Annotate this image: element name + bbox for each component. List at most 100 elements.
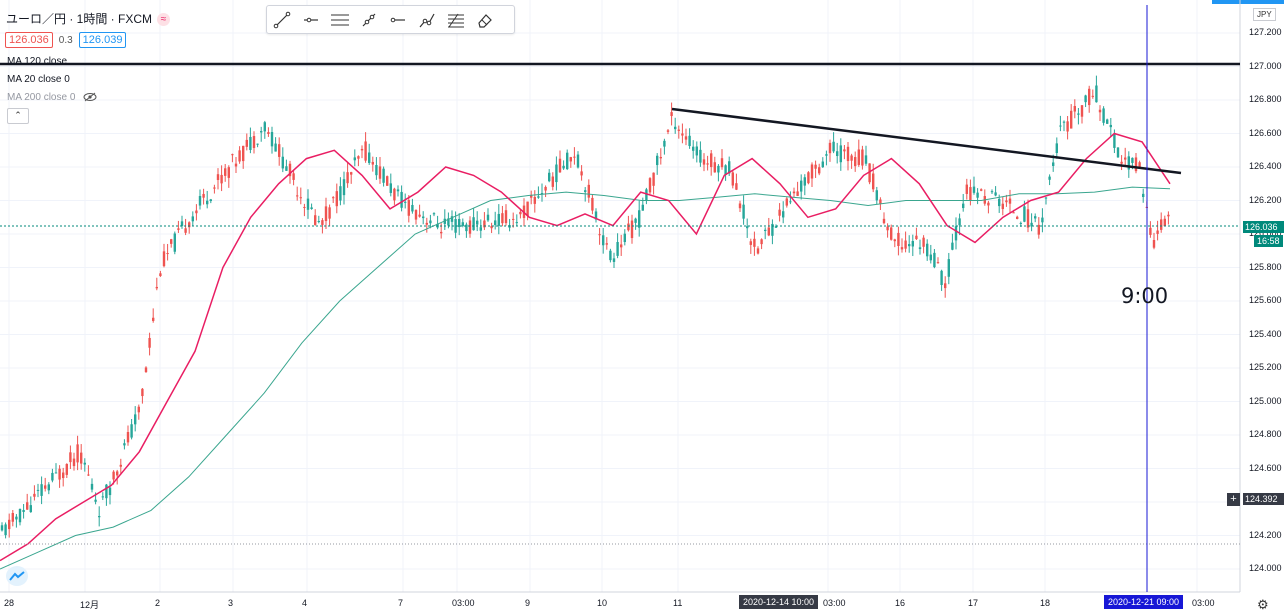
candle-body [569, 157, 572, 162]
candle-body [1023, 206, 1026, 222]
parallel-channel-icon[interactable] [325, 6, 354, 33]
candle-body [864, 155, 868, 164]
candle-body [544, 186, 547, 191]
time-tick-label: 17 [968, 598, 979, 608]
candle-body [576, 154, 580, 168]
candle-body [994, 192, 997, 196]
bid-price[interactable]: 126.036 [5, 32, 53, 48]
candle-body [83, 462, 86, 465]
candle-body [497, 213, 500, 226]
candle-body [216, 174, 220, 181]
candle-body [850, 155, 853, 161]
price-tick-label: 124.200 [1249, 529, 1282, 540]
candle-body [281, 156, 284, 169]
time-tick-label: 03:00 [823, 598, 846, 608]
candle-body [879, 199, 882, 204]
current-price-label: 126.036 [1243, 221, 1284, 233]
candle-body [882, 218, 886, 224]
candle-body [18, 508, 22, 523]
candle-body [897, 232, 900, 246]
candle-body [1030, 222, 1033, 227]
candle-body [324, 206, 328, 222]
candle-body [137, 406, 140, 413]
candle-body [1091, 95, 1094, 97]
symbol-title[interactable]: ユーロ／円 · 1時間 · FXCM ≈ [6, 10, 170, 27]
candle-body [360, 148, 364, 151]
candle-body [494, 220, 497, 226]
candle-body [710, 153, 713, 168]
currency-label[interactable]: JPY [1253, 8, 1276, 21]
indicator-ma200-label: MA 200 close 0 [7, 92, 76, 103]
candle-body [447, 218, 450, 226]
candle-body [1106, 119, 1109, 124]
candle-body [785, 198, 788, 206]
candle-body [62, 472, 65, 479]
candle-body [749, 241, 752, 245]
candle-body [278, 144, 281, 157]
candle-body [58, 468, 61, 480]
candle-body [501, 213, 504, 224]
candle-body [152, 317, 155, 321]
candle-body [699, 149, 702, 163]
price-tick-label: 126.000 [1249, 228, 1282, 238]
price-tick-label: 126.600 [1249, 127, 1282, 138]
candle-body [706, 163, 709, 165]
collapse-legend-button[interactable]: ⌃ [7, 108, 29, 124]
candle-body [72, 458, 76, 467]
candle-body [900, 247, 904, 250]
candle-body [908, 244, 911, 247]
candle-body [803, 177, 806, 186]
candle-body [519, 211, 522, 215]
pitchfork-icon[interactable] [354, 6, 383, 33]
indicator-ma120[interactable]: MA 120 close [7, 56, 68, 67]
candle-body [101, 496, 104, 498]
candle-body [580, 171, 583, 176]
settings-gear-icon[interactable]: ⚙ [1257, 597, 1269, 612]
candle-body [641, 204, 644, 211]
path-icon[interactable] [412, 6, 441, 33]
indicator-ma20[interactable]: MA 20 close 0 [7, 74, 70, 85]
candle-body [195, 210, 198, 214]
eye-hidden-icon[interactable] [83, 92, 97, 102]
candles [0, 75, 1170, 539]
candle-body [335, 191, 338, 207]
candle-body [386, 176, 389, 186]
candle-body [328, 207, 331, 219]
drawing-toolbar [266, 5, 515, 34]
fib-icon[interactable] [441, 6, 470, 33]
candle-body [684, 136, 688, 140]
candle-body [1080, 105, 1084, 117]
horizontal-line-icon[interactable] [383, 6, 412, 33]
trend-line-icon[interactable] [267, 6, 296, 33]
candle-body [306, 198, 310, 210]
candle-body [702, 159, 706, 165]
candle-body [504, 210, 508, 224]
candle-body [670, 112, 673, 117]
candle-body [378, 166, 382, 179]
candle-body [119, 464, 122, 467]
candle-body [832, 141, 835, 152]
candle-body [760, 239, 763, 245]
candle-body [1163, 218, 1166, 227]
candle-body [303, 206, 306, 208]
candle-body [432, 213, 436, 215]
candle-body [382, 168, 385, 183]
ma200-line [0, 186, 1171, 570]
tradingview-logo-icon[interactable] [6, 566, 28, 586]
candle-body [753, 238, 756, 247]
candle-body [317, 220, 320, 223]
candle-body [1008, 198, 1012, 204]
indicator-ma200[interactable]: MA 200 close 0 [7, 92, 97, 103]
price-tick-label: 125.200 [1249, 362, 1282, 372]
candle-body [713, 162, 716, 173]
candle-body [224, 168, 227, 176]
candle-body [1019, 222, 1022, 224]
horizontal-ray-icon[interactable] [296, 6, 325, 33]
ask-price[interactable]: 126.039 [78, 32, 127, 48]
add-alert-button[interactable]: + [1227, 493, 1240, 506]
eraser-icon[interactable] [470, 6, 499, 33]
candle-body [933, 252, 936, 268]
candle-body [332, 197, 335, 199]
candle-body [800, 180, 803, 192]
